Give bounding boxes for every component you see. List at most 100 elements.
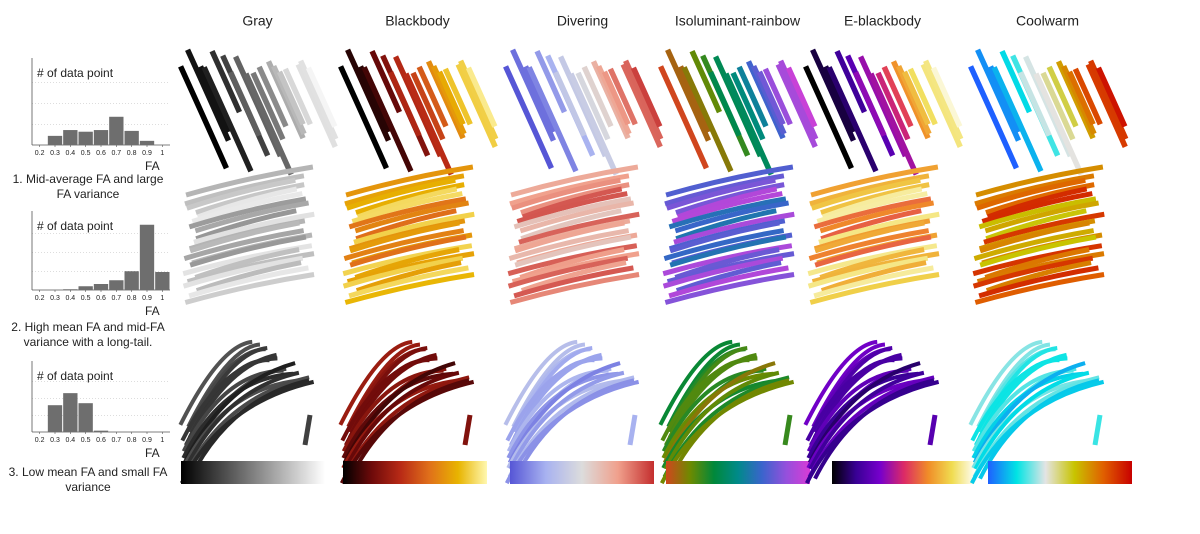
tube-rendering: [658, 48, 819, 485]
x-tick-label: 0.8: [127, 150, 137, 157]
tube: [510, 48, 557, 142]
tube: [343, 228, 465, 261]
x-tick-label: 0.9: [142, 150, 152, 157]
tube: [984, 247, 1090, 280]
bar: [124, 271, 139, 290]
colorbar: [666, 461, 810, 484]
tube: [620, 63, 663, 148]
tube: [834, 50, 867, 114]
tube: [674, 247, 780, 280]
tube: [193, 211, 315, 245]
tube: [811, 177, 921, 211]
tube: [185, 48, 232, 142]
row-caption: 2. High mean FA and mid-FA variance with…: [11, 320, 165, 349]
colorbar: [988, 461, 1132, 484]
tube: [920, 63, 963, 148]
x-tick-label: 0.5: [81, 295, 91, 302]
tube: [346, 251, 475, 285]
tube: [361, 66, 414, 173]
row-caption: 1. Mid-average FA and large FA variance: [12, 172, 164, 201]
tube: [188, 196, 307, 230]
x-tick-label: 0.4: [65, 295, 75, 302]
tube: [182, 255, 304, 289]
tube: [436, 70, 466, 126]
x-tick-label: 0.7: [111, 437, 121, 444]
tube: [875, 71, 911, 141]
tube: [509, 272, 640, 305]
column-header: Divering: [557, 13, 608, 29]
bar: [47, 135, 63, 145]
tube: [658, 65, 709, 170]
x-axis-label: FA: [145, 446, 160, 460]
tube: [775, 63, 818, 148]
tube: [868, 72, 919, 176]
tube: [930, 66, 963, 128]
tube: [972, 255, 1094, 289]
tube: [671, 191, 783, 224]
tube: [607, 67, 638, 126]
x-tick-label: 0.5: [81, 437, 91, 444]
tube: [985, 208, 1087, 242]
x-tick-label: 0.3: [50, 437, 60, 444]
x-tick-label: 0.7: [111, 150, 121, 157]
tube: [803, 65, 854, 170]
tube: [575, 71, 611, 141]
tube: [510, 164, 639, 198]
tube: [664, 272, 795, 305]
tube: [516, 191, 628, 224]
tube: [970, 379, 1105, 485]
column-header: E-blackbody: [844, 13, 921, 29]
x-tick-label: 0.6: [96, 295, 106, 302]
tube: [513, 196, 632, 230]
tube: [344, 272, 475, 305]
tube: [1088, 59, 1129, 141]
tube-rendering: [503, 48, 664, 485]
tube: [723, 72, 774, 176]
tube: [196, 186, 298, 220]
tube: [508, 370, 625, 470]
tube: [627, 414, 638, 446]
tube: [778, 59, 819, 141]
tube: [1046, 65, 1079, 128]
x-tick-label: 0.2: [35, 437, 45, 444]
tube: [348, 265, 469, 299]
tube: [984, 200, 1100, 234]
tube: [514, 234, 632, 268]
tube: [813, 196, 932, 230]
tube: [974, 173, 1095, 207]
tube: [596, 65, 632, 135]
tube: [968, 65, 1019, 170]
tube: [256, 65, 289, 128]
tube: [568, 72, 619, 176]
tube: [508, 228, 630, 261]
tube: [351, 191, 463, 224]
bar: [78, 131, 93, 145]
tube: [511, 251, 640, 285]
tube: [355, 208, 457, 242]
bar: [63, 393, 78, 432]
x-tick-label: 0.3: [50, 150, 60, 157]
tube: [520, 260, 627, 293]
tube: [520, 182, 630, 216]
tube: [276, 70, 306, 126]
tube: [923, 59, 964, 141]
tube: [243, 72, 294, 176]
tube: [298, 59, 339, 141]
tube: [907, 67, 938, 126]
tube: [183, 228, 305, 261]
x-axis-label: FA: [145, 159, 160, 173]
tube: [1066, 70, 1096, 126]
tube: [987, 65, 1023, 133]
x-tick-label: 0.4: [65, 150, 75, 157]
x-axis-label: FA: [145, 304, 160, 318]
tube: [511, 177, 621, 211]
tube: [819, 247, 925, 280]
tube: [927, 414, 938, 446]
tube: [810, 164, 939, 198]
tube: [979, 234, 1097, 268]
tube: [518, 211, 640, 245]
tube: [513, 265, 634, 299]
tube: [344, 173, 465, 207]
bar: [47, 405, 63, 432]
tube: [1061, 65, 1097, 135]
